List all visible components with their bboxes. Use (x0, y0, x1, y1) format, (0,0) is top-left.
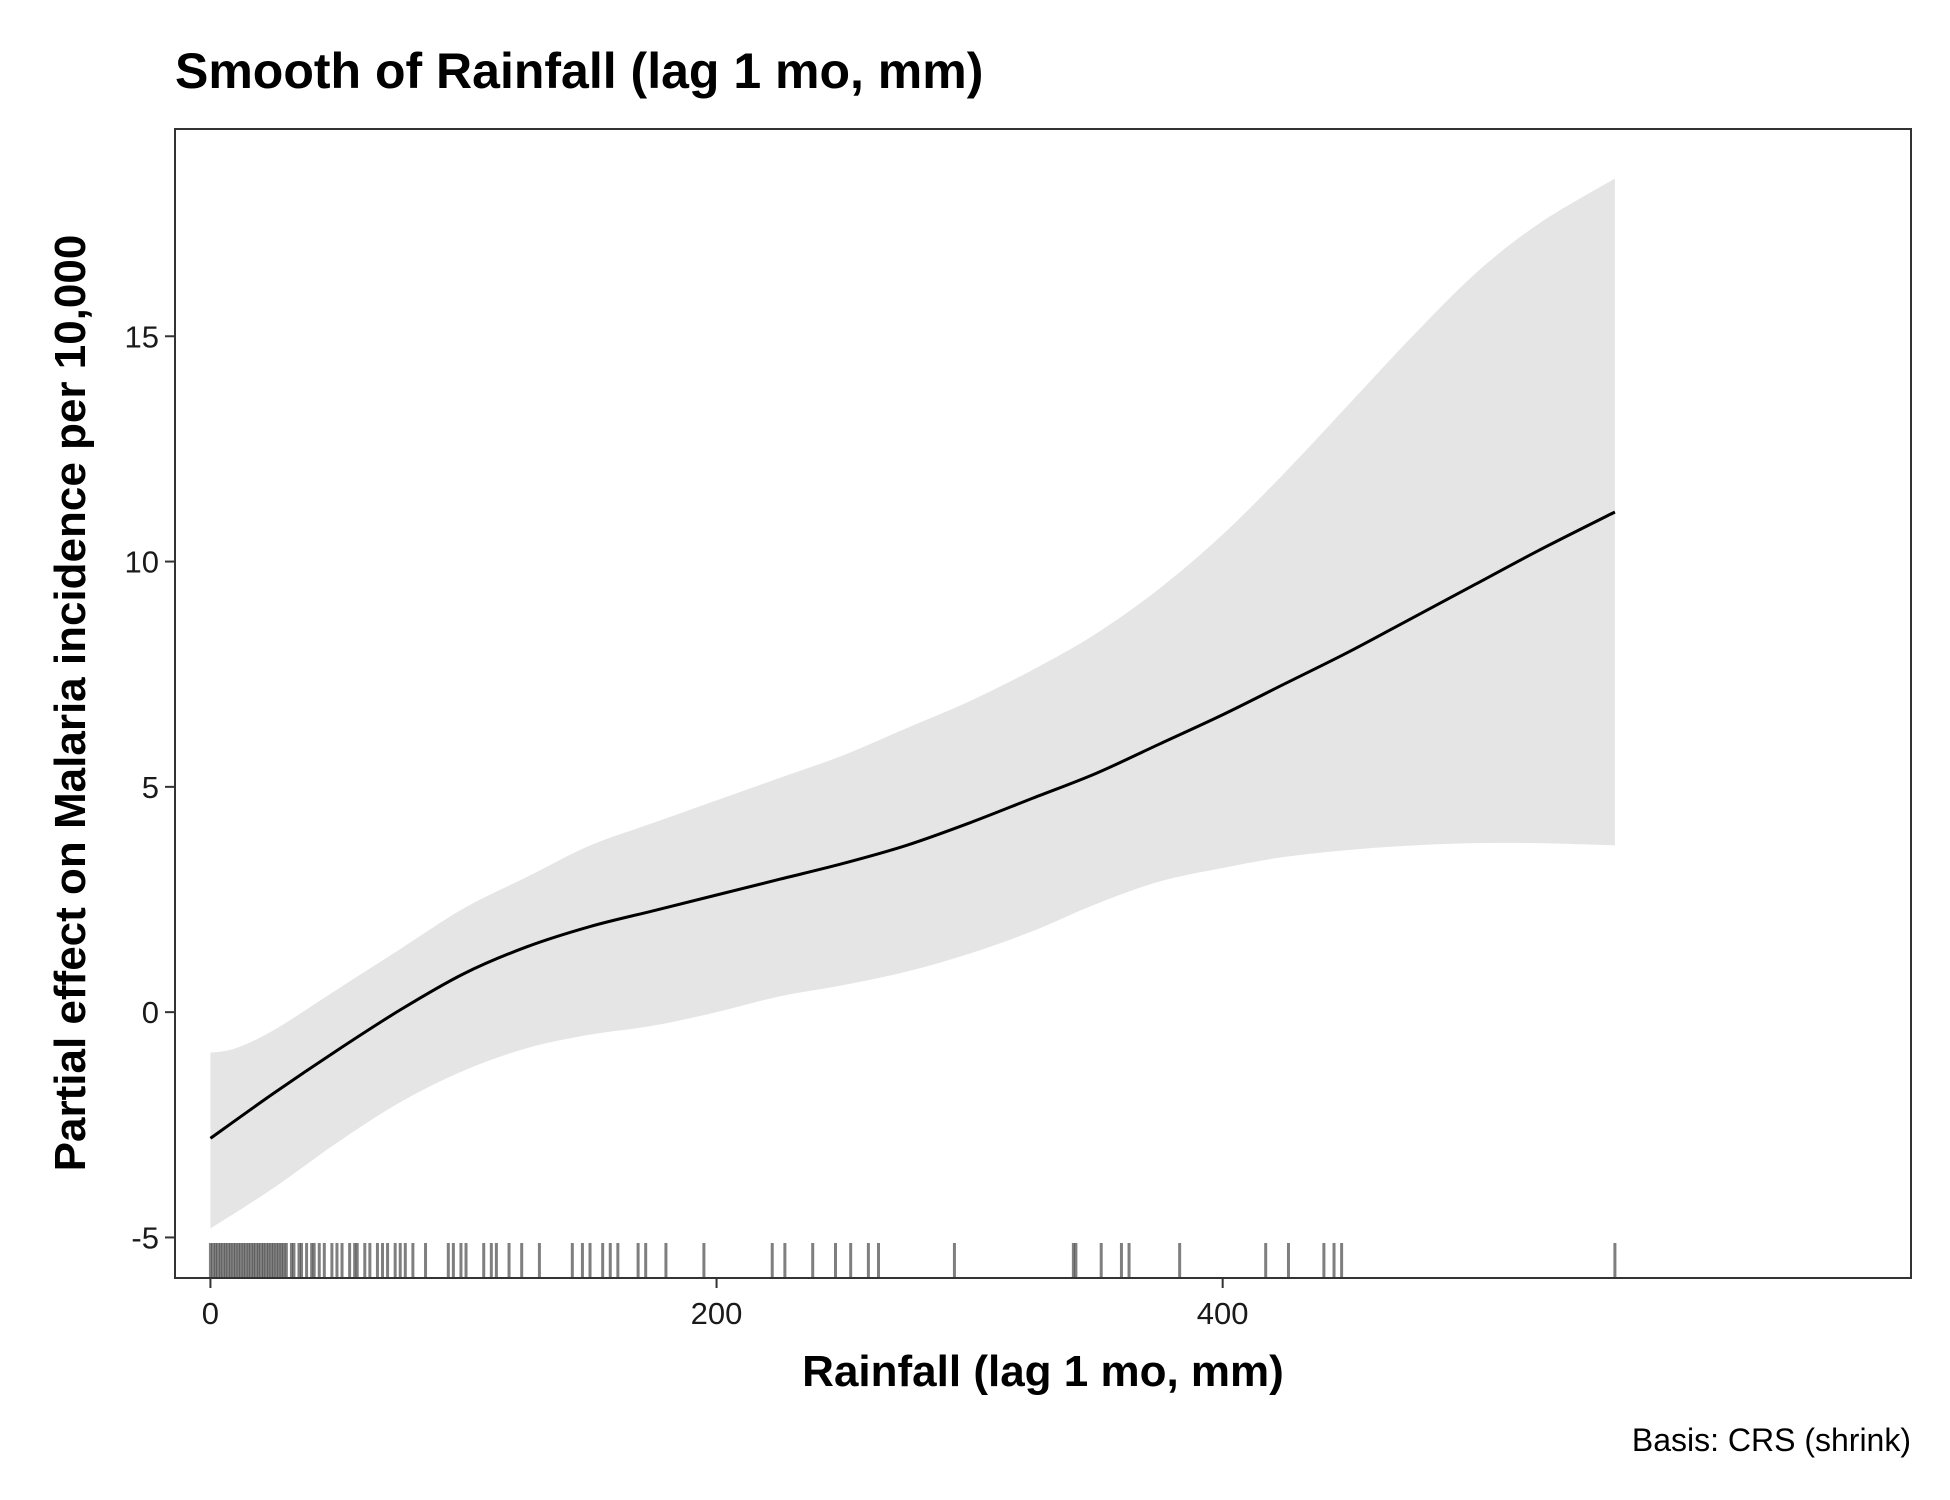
x-tick-label: 400 (1197, 1296, 1249, 1331)
y-tick-label: -5 (131, 1220, 159, 1255)
y-axis: -5 0 5 10 15 (125, 319, 175, 1255)
x-axis-title: Rainfall (lag 1 mo, mm) (802, 1347, 1284, 1396)
y-axis-title: Partial effect on Malaria incidence per … (46, 235, 95, 1172)
confidence-band-layer (210, 178, 1615, 1229)
x-tick-label: 0 (202, 1296, 219, 1331)
y-tick-label: 10 (125, 545, 159, 580)
chart-title: Smooth of Rainfall (lag 1 mo, mm) (175, 43, 983, 99)
rug-layer (208, 1243, 1617, 1278)
confidence-band (210, 178, 1615, 1229)
fit-line (209, 510, 1616, 1140)
x-tick-label: 200 (691, 1296, 743, 1331)
x-axis: 0 200 400 (202, 1278, 1249, 1331)
caption: Basis: CRS (shrink) (1632, 1422, 1911, 1458)
fit-line-layer (209, 510, 1616, 1140)
plot-area (174, 128, 1912, 1279)
panel-border (174, 128, 1912, 1279)
y-tick-label: 15 (125, 319, 159, 354)
y-tick-label: 0 (142, 995, 159, 1030)
y-tick-label: 5 (142, 770, 159, 805)
